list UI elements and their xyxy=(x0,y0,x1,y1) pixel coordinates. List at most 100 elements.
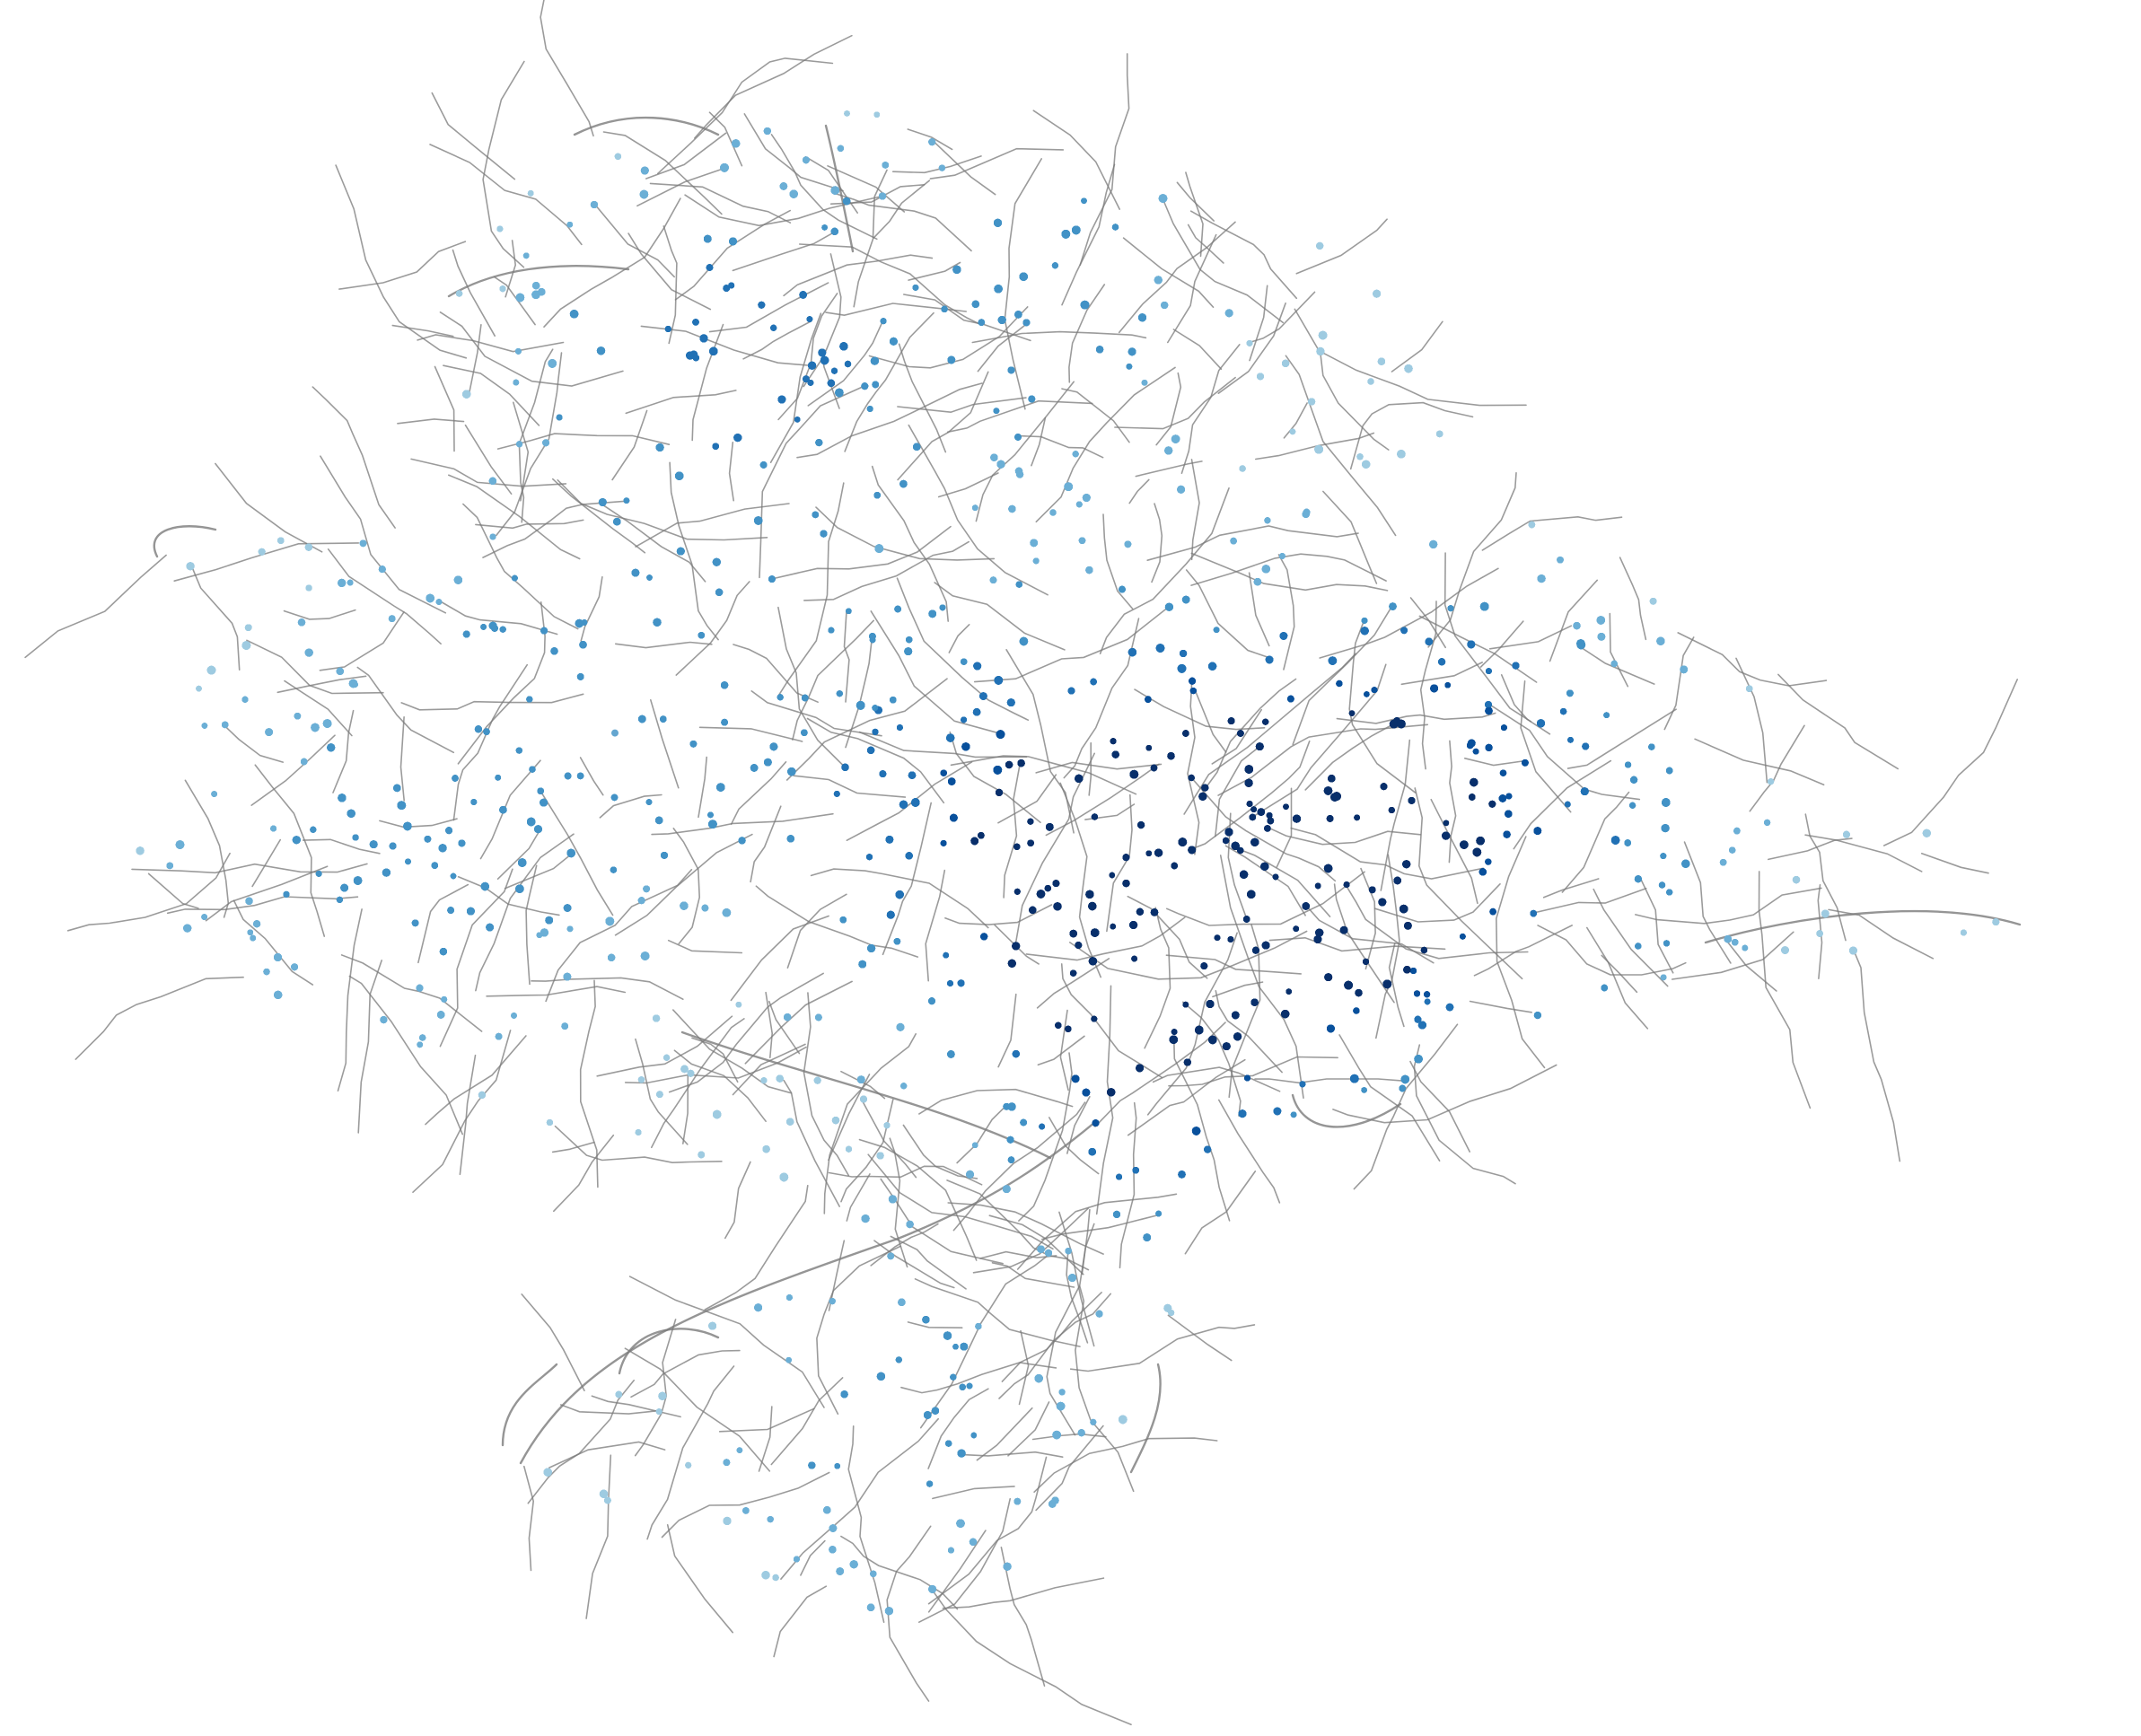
street-segment xyxy=(991,1262,1075,1288)
street-segment xyxy=(827,165,906,213)
street-segment xyxy=(501,1363,558,1447)
street-segment xyxy=(718,1407,815,1433)
street-segment xyxy=(1683,841,1732,964)
street-segment xyxy=(1304,721,1399,791)
street-segment xyxy=(1146,525,1359,561)
street-segment xyxy=(1413,1044,1516,1185)
street-segment xyxy=(1375,854,1400,1039)
street-segment xyxy=(1004,158,1042,410)
street-segment xyxy=(391,324,454,338)
street-segment xyxy=(1035,761,1163,774)
street-segment xyxy=(666,1524,733,1634)
street-segment xyxy=(504,851,575,890)
street-segment xyxy=(1165,954,1302,975)
street-segment xyxy=(1063,618,1140,779)
street-segment xyxy=(434,365,455,452)
street-segment xyxy=(1191,741,1311,850)
street-segment xyxy=(1217,723,1428,796)
street-segment xyxy=(579,757,604,796)
street-segment xyxy=(777,293,838,421)
street-segment xyxy=(645,132,727,180)
street-segment xyxy=(1075,1285,1135,1493)
street-segment xyxy=(1409,597,1446,649)
street-segment xyxy=(1469,1000,1532,1013)
street-segment xyxy=(873,1240,955,1289)
street-segment xyxy=(783,1079,840,1207)
street-segment xyxy=(482,60,525,268)
street-segment xyxy=(1118,221,1236,334)
street-segment xyxy=(1025,916,1186,961)
street-segment xyxy=(66,852,231,932)
street-segment xyxy=(417,883,469,964)
street-segment xyxy=(448,474,581,560)
street-segment xyxy=(1015,434,1104,459)
street-segment xyxy=(1332,1064,1557,1124)
street-segment xyxy=(1036,958,1110,1009)
street-segment xyxy=(750,805,782,883)
street-segment xyxy=(1127,1058,1246,1136)
street-segment xyxy=(153,525,217,558)
street-segment xyxy=(744,980,853,1065)
street-segment xyxy=(602,131,723,215)
street-segment xyxy=(496,433,671,450)
street-segment xyxy=(1095,985,1114,1215)
street-segment xyxy=(1473,925,1573,977)
street-segment xyxy=(1152,1066,1281,1092)
street-segment xyxy=(1704,910,2022,944)
street-segment xyxy=(1758,871,1812,1109)
street-segment xyxy=(698,756,707,819)
street-segment xyxy=(283,609,356,620)
street-segment xyxy=(1000,1547,1046,1687)
street-segment xyxy=(1488,625,1573,650)
street-segment xyxy=(1233,846,1331,917)
street-segment xyxy=(1180,344,1241,474)
street-segment xyxy=(630,1349,741,1398)
street-segment xyxy=(872,169,888,239)
street-segment xyxy=(1671,931,1794,980)
street-segment xyxy=(1609,612,1629,688)
street-segment xyxy=(1353,1023,1459,1190)
street-segment xyxy=(833,192,972,252)
street-segment xyxy=(828,1240,846,1311)
street-segment xyxy=(1016,1193,1178,1270)
street-segment xyxy=(1292,605,1393,746)
street-segment xyxy=(800,1539,826,1576)
street-segment xyxy=(1060,963,1163,1079)
street-segment xyxy=(276,675,367,694)
street-segment xyxy=(1014,752,1095,947)
street-segment xyxy=(553,1134,615,1213)
street-segment xyxy=(1531,887,1647,915)
street-segment xyxy=(1187,680,1200,855)
street-segment xyxy=(1268,936,1446,952)
street-segment xyxy=(1018,1329,1030,1406)
street-segment xyxy=(233,899,314,986)
street-segment xyxy=(1187,224,1224,264)
street-segment xyxy=(1155,372,1182,446)
street-segment xyxy=(1058,1211,1095,1347)
street-segment xyxy=(1586,926,1649,1030)
street-segment xyxy=(251,838,281,888)
street-segment xyxy=(662,225,678,345)
street-segment xyxy=(768,1000,801,1055)
street-segment xyxy=(439,311,624,387)
street-segment xyxy=(379,818,458,829)
street-segment xyxy=(1479,620,1524,668)
street-segment xyxy=(540,791,614,916)
street-segment xyxy=(302,838,381,855)
street-segment xyxy=(24,554,167,659)
street-segment xyxy=(1817,884,1823,979)
street-segment xyxy=(1059,1009,1069,1092)
street-segment xyxy=(327,548,442,644)
street-segment xyxy=(937,472,999,498)
street-segment xyxy=(1049,1117,1100,1175)
street-segment xyxy=(523,1465,535,1572)
street-segment xyxy=(1176,181,1215,222)
street-segment xyxy=(846,761,973,841)
street-segment xyxy=(1639,877,1674,974)
street-segment xyxy=(573,116,720,136)
street-segment xyxy=(732,231,836,272)
street-segment xyxy=(1549,579,1598,662)
street-segment xyxy=(728,442,734,502)
street-segment xyxy=(1224,845,1306,916)
street-segment xyxy=(1336,712,1496,724)
